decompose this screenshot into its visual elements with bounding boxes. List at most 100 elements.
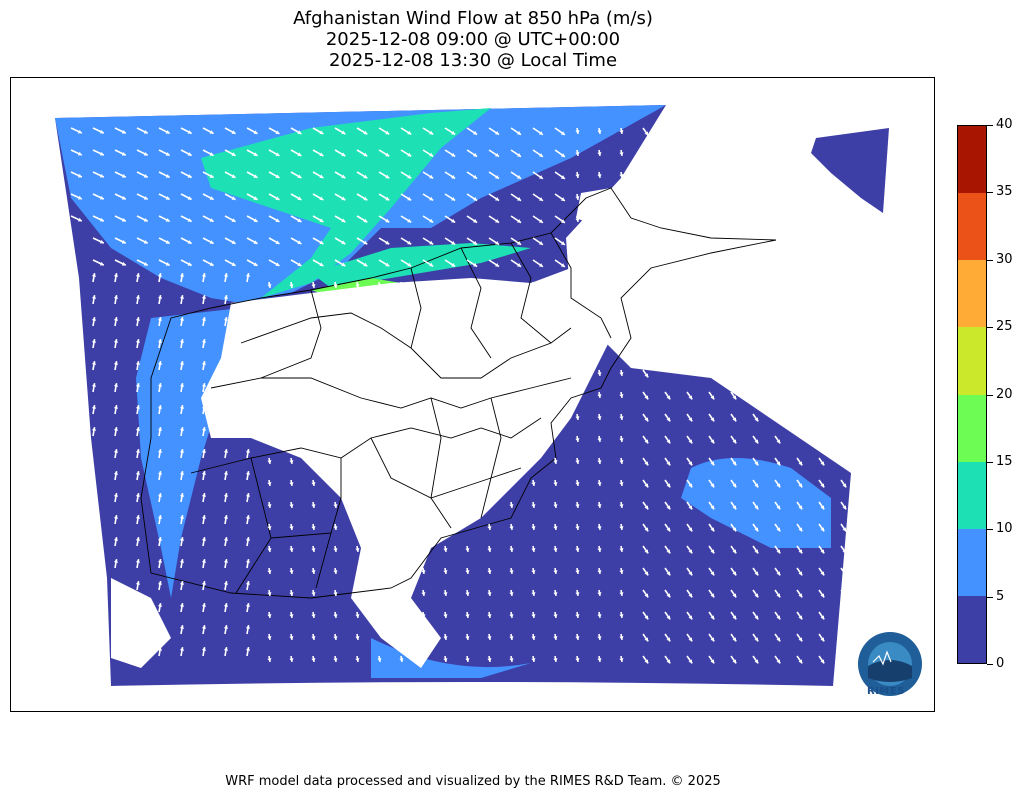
wind-field-10-15-strip bbox=[311, 243, 531, 288]
wind-arrow-head bbox=[688, 549, 693, 554]
wind-arrow-head bbox=[619, 526, 624, 530]
wind-arrow-head bbox=[77, 151, 82, 156]
wind-arrow-head bbox=[688, 571, 693, 576]
wind-arrow-head bbox=[113, 317, 118, 321]
wind-arrow-head bbox=[179, 405, 184, 409]
wind-arrow-head bbox=[560, 241, 565, 245]
wind-arrow-head bbox=[465, 658, 470, 662]
wind-arrow-head bbox=[201, 339, 206, 343]
wind-arrow-head bbox=[385, 262, 390, 267]
wind-arrow-head bbox=[710, 527, 715, 532]
colorbar-tick bbox=[987, 664, 993, 665]
wind-arrow-head bbox=[465, 614, 470, 618]
wind-arrow-head bbox=[798, 527, 803, 532]
wind-arrow-head bbox=[113, 625, 118, 629]
wind-arrow-head bbox=[710, 615, 715, 620]
wind-arrow-head bbox=[385, 240, 390, 245]
wind-arrow-head bbox=[597, 526, 602, 530]
wind-arrow-head bbox=[209, 152, 214, 156]
wind-arrow-head bbox=[597, 482, 602, 486]
wind-arrow-head bbox=[495, 152, 500, 157]
wind-arrow-head bbox=[135, 559, 140, 563]
wind-arrow-head bbox=[666, 549, 671, 554]
wind-arrow-head bbox=[754, 549, 759, 554]
wind-arrow-head bbox=[245, 273, 250, 277]
wind-arrow-head bbox=[688, 461, 693, 466]
wind-arrow-head bbox=[363, 262, 368, 267]
wind-arrow-head bbox=[575, 438, 580, 442]
wind-arrow-head bbox=[666, 637, 671, 642]
wind-arrow-head bbox=[553, 592, 558, 596]
wind-arrow-head bbox=[495, 262, 500, 267]
wind-arrow-head bbox=[297, 174, 302, 179]
wind-arrow-head bbox=[495, 130, 500, 135]
wind-arrow-head bbox=[179, 383, 184, 387]
wind-arrow-head bbox=[531, 526, 536, 530]
wind-arrow-head bbox=[597, 658, 602, 662]
wind-arrow-head bbox=[443, 636, 448, 640]
wind-arrow-head bbox=[201, 449, 206, 453]
wind-arrow-head bbox=[91, 339, 96, 343]
wind-arrow-head bbox=[157, 559, 162, 563]
wind-arrow-head bbox=[223, 625, 228, 629]
wind-arrow-head bbox=[275, 196, 280, 200]
colorbar-tick bbox=[987, 125, 993, 126]
wind-arrow-head bbox=[710, 505, 715, 510]
wind-arrow-head bbox=[575, 614, 580, 618]
wind-arrow-head bbox=[363, 174, 368, 179]
wind-arrow-head bbox=[820, 659, 825, 664]
wind-arrow-head bbox=[509, 548, 514, 552]
wind-arrow-head bbox=[209, 240, 214, 244]
wind-arrow-head bbox=[223, 273, 228, 277]
wind-arrow-head bbox=[179, 493, 184, 497]
colorbar-tick bbox=[987, 259, 993, 261]
wind-arrow-head bbox=[341, 130, 346, 135]
wind-arrow-head bbox=[688, 505, 693, 510]
wind-arrow-head bbox=[179, 625, 184, 629]
wind-arrow-head bbox=[121, 261, 126, 266]
wind-arrow-head bbox=[245, 625, 250, 629]
wind-arrow-head bbox=[385, 174, 390, 179]
wind-arrow-head bbox=[289, 548, 294, 552]
wind-arrow-head bbox=[465, 548, 470, 552]
wind-arrow-head bbox=[776, 615, 781, 620]
wind-arrow-head bbox=[619, 658, 624, 662]
wind-arrow-head bbox=[509, 526, 514, 530]
wind-arrow-head bbox=[201, 493, 206, 497]
wind-arrow-head bbox=[688, 593, 693, 598]
wind-arrow-head bbox=[113, 559, 118, 563]
wind-arrow-head bbox=[341, 152, 346, 157]
wind-arrow-head bbox=[231, 174, 236, 178]
wind-arrow-head bbox=[495, 174, 500, 179]
colorbar-segment-6 bbox=[958, 193, 986, 261]
colorbar-tick-label: 25 bbox=[996, 319, 1013, 335]
wind-arrow-head bbox=[311, 482, 316, 486]
wind-arrow-head bbox=[319, 262, 324, 267]
wind-arrow-head bbox=[820, 637, 825, 642]
wind-arrow-head bbox=[688, 439, 693, 444]
wind-arrow-head bbox=[531, 504, 536, 508]
wind-arrow-head bbox=[77, 217, 82, 222]
wind-arrow-head bbox=[201, 581, 206, 585]
wind-arrow-head bbox=[560, 263, 565, 267]
wind-arrow-head bbox=[553, 614, 558, 618]
wind-arrow-head bbox=[495, 240, 500, 245]
wind-arrow-head bbox=[385, 196, 390, 201]
wind-arrow-head bbox=[245, 647, 250, 651]
wind-arrow-head bbox=[289, 482, 294, 486]
wind-arrow-head bbox=[157, 647, 162, 651]
wind-arrow-head bbox=[201, 273, 206, 277]
wind-arrow-head bbox=[666, 505, 671, 510]
wind-arrow-head bbox=[732, 395, 737, 400]
wind-arrow-head bbox=[179, 339, 184, 343]
wind-arrow-head bbox=[666, 615, 671, 620]
wind-arrow-head bbox=[275, 130, 280, 134]
wind-arrow-head bbox=[135, 625, 140, 629]
wind-arrow-head bbox=[135, 361, 140, 365]
wind-arrow-head bbox=[319, 240, 324, 245]
wind-arrow-head bbox=[121, 239, 126, 244]
wind-arrow-head bbox=[245, 515, 250, 519]
wind-arrow-head bbox=[157, 405, 162, 409]
wind-arrow-head bbox=[776, 439, 781, 444]
wind-arrow-head bbox=[179, 295, 184, 299]
